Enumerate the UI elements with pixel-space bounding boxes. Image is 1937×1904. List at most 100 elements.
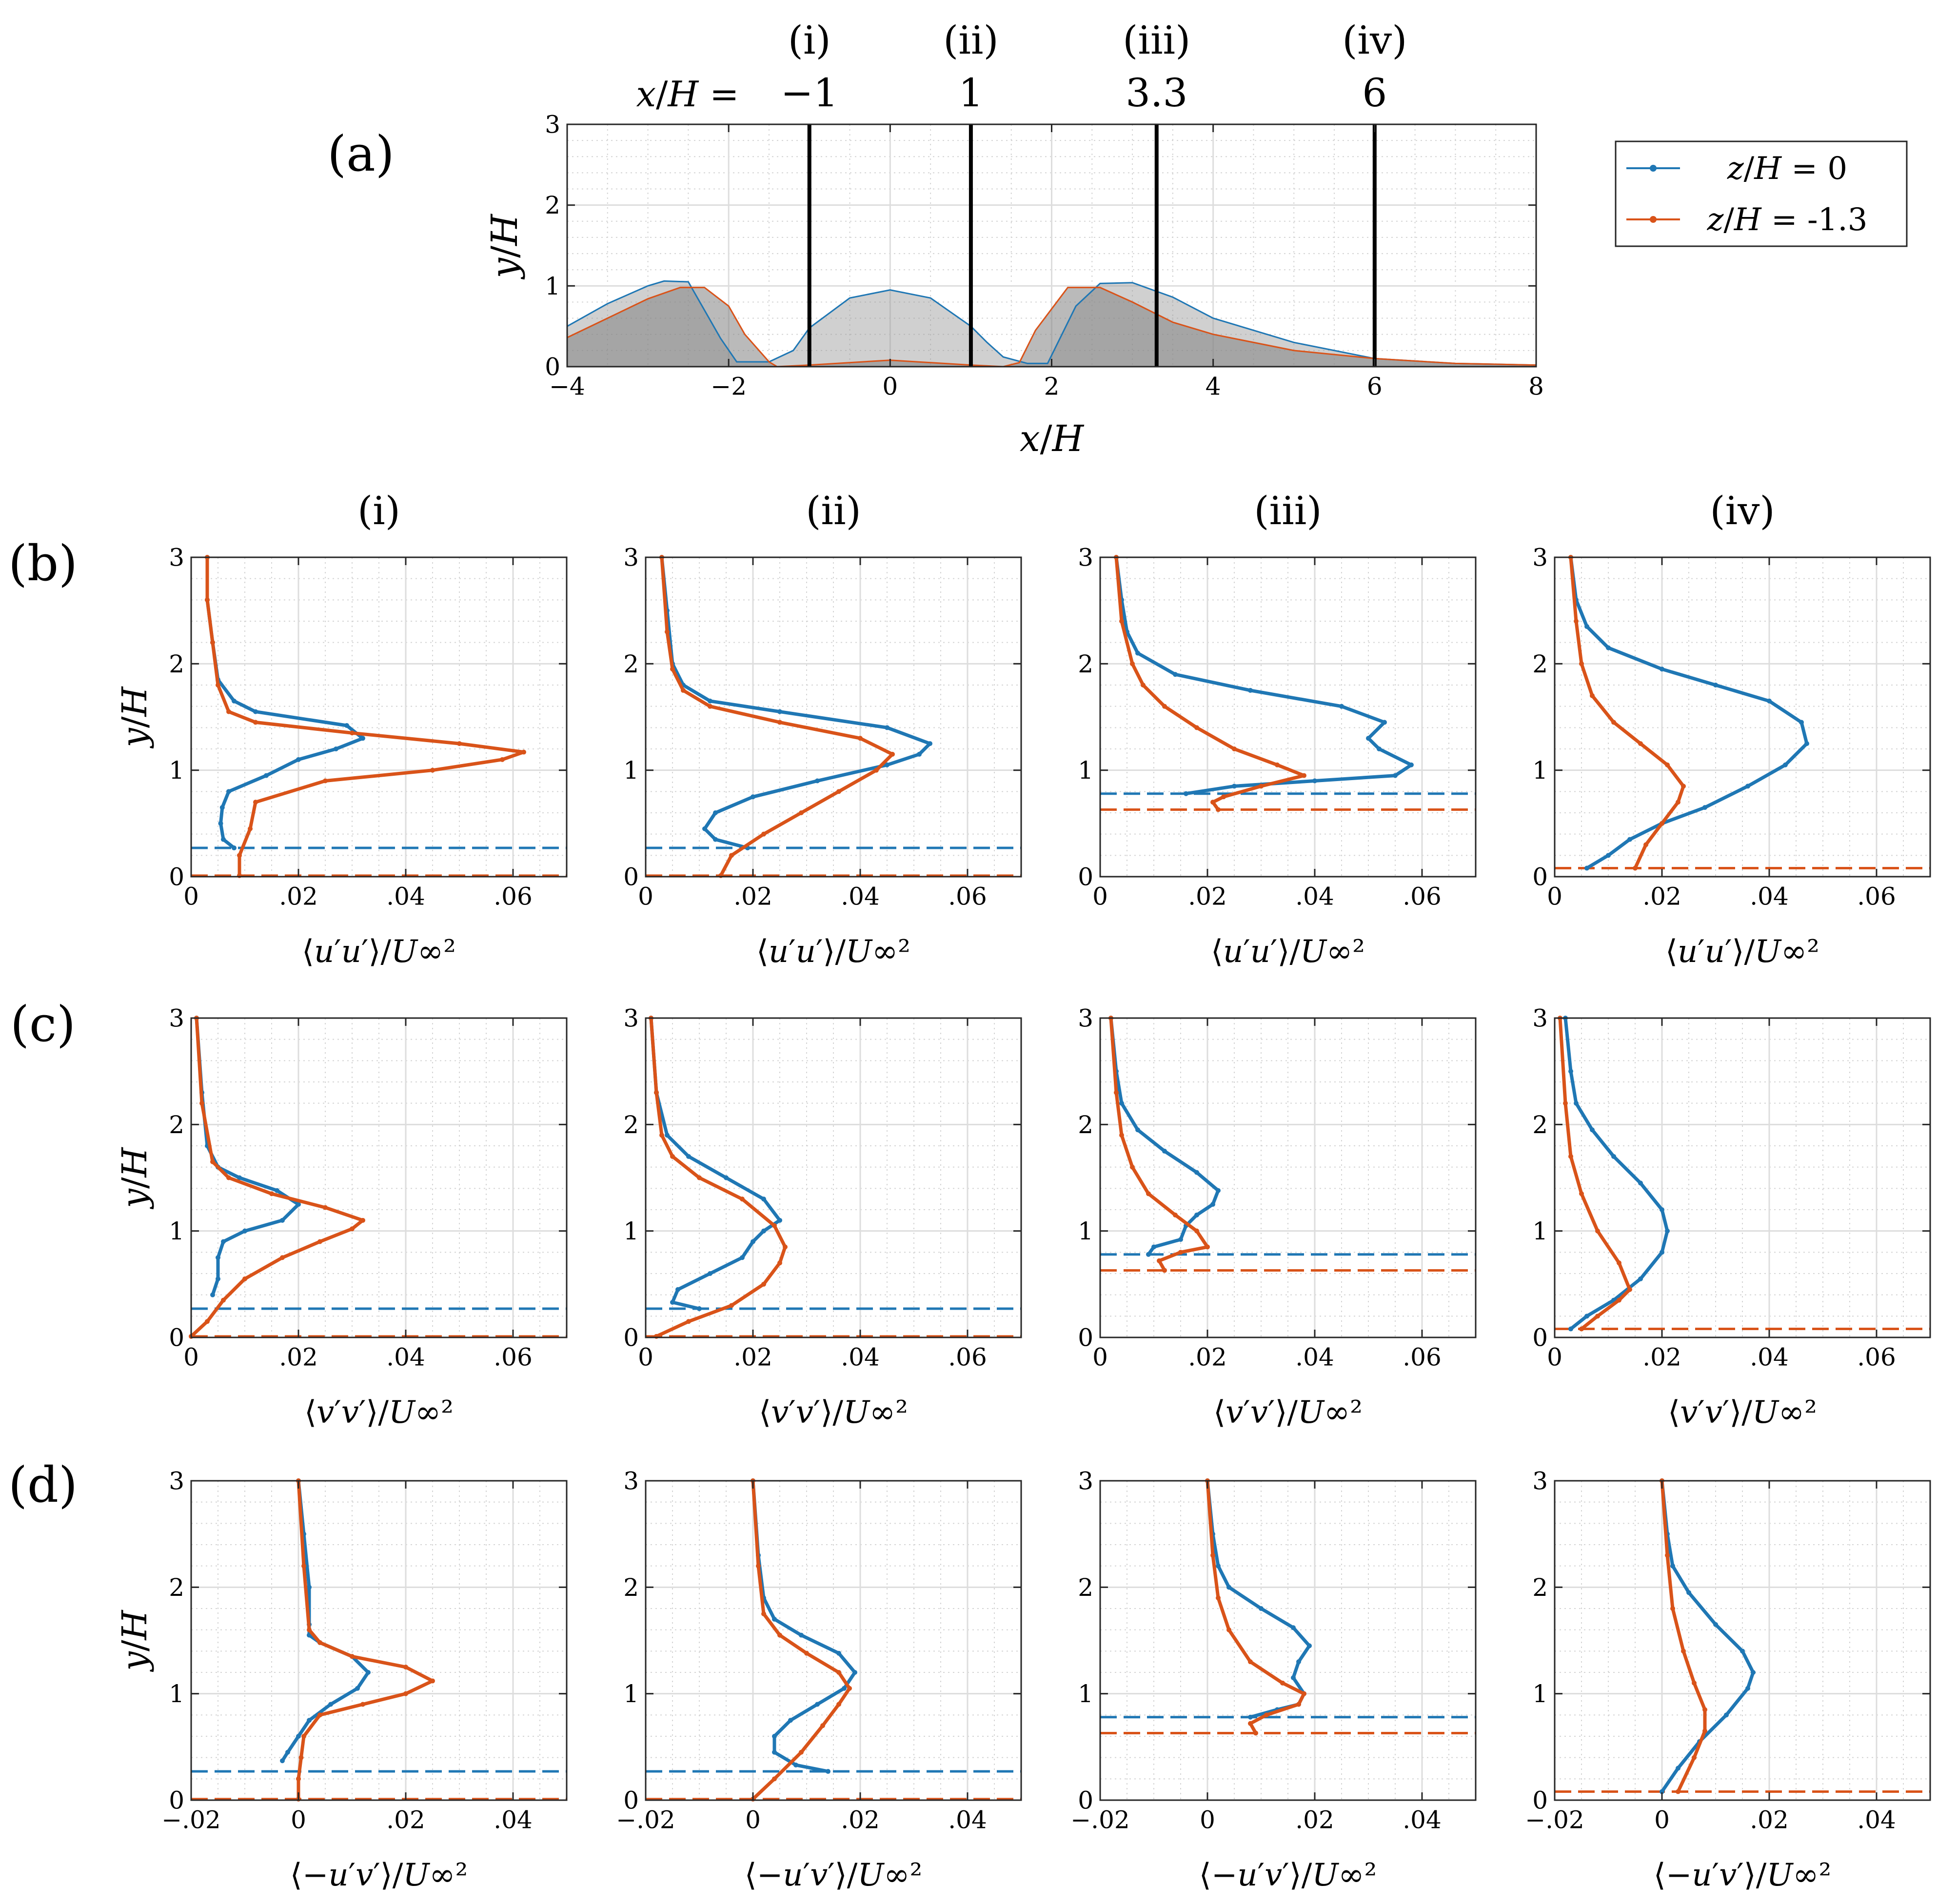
data-point [328,1702,333,1707]
data-point [917,751,922,757]
data-point [403,1665,408,1670]
panel-c-iv: 0 .02 .04 .06 0 1 2 3 ⟨v′v′⟩/U∞² [1532,1004,1931,1431]
data-point [1307,1643,1312,1649]
data-point [350,730,355,736]
data-point [1296,1659,1301,1665]
data-point [1681,1649,1686,1654]
data-point [1130,661,1135,667]
data-point [1377,746,1382,751]
data-point [500,757,505,762]
data-point [323,778,328,784]
series-line [281,1480,370,1762]
x-tick-label: .04 [1295,883,1334,911]
data-point [1767,698,1772,704]
series-line [1660,1480,1755,1793]
data-point [1584,865,1589,871]
data-point [1248,1714,1253,1720]
x-tick-label: .02 [386,1806,425,1834]
data-point [1617,1297,1621,1303]
data-point [1724,1712,1729,1718]
y-tick-label: 0 [1078,1324,1093,1352]
panel-label: (a) [327,125,395,182]
x-tick-label: 0 [882,373,898,401]
data-point [686,1319,691,1324]
y-tick-label: 3 [169,1004,184,1033]
data-point [1382,720,1387,725]
data-point [199,1100,204,1106]
y-tick-label: 0 [1078,863,1093,891]
y-tick-label: 0 [623,1786,639,1815]
y-tick-label: 2 [169,1573,184,1602]
data-point [226,789,231,794]
data-point [307,1585,312,1590]
data-point [1665,1228,1670,1234]
plot-area [191,557,567,877]
data-point [836,789,841,794]
data-point [761,831,766,837]
data-point [885,725,889,730]
y-tick-label: 3 [1532,1467,1548,1495]
x-tick-label: .04 [1750,1343,1789,1372]
data-point [777,709,782,714]
data-point [761,1197,766,1202]
data-point [242,1276,247,1281]
plot-area [1555,1018,1930,1337]
data-point [1210,1202,1215,1207]
data-point [1670,1606,1675,1611]
y-tick-label: 1 [169,1680,184,1708]
data-point [852,1670,857,1675]
data-point [1130,1164,1135,1170]
data-point [253,709,258,714]
data-point [403,1691,408,1696]
data-point [1745,1686,1750,1691]
y-tick-label: 2 [545,191,560,219]
data-point [1291,1675,1296,1680]
y-tick-label: 1 [1532,1217,1548,1245]
data-point [708,704,712,709]
data-point [836,1650,841,1656]
data-point [1563,1100,1568,1106]
data-point [1114,1090,1119,1095]
data-point [826,1769,830,1774]
x-axis-label: ⟨u′u′⟩/U∞² [302,934,456,970]
y-tick-label: 3 [169,1467,184,1495]
data-point [1627,1287,1632,1292]
data-point [772,1776,777,1782]
y-tick-label: 1 [169,1217,184,1245]
data-point [1617,1260,1621,1266]
data-point [772,1749,777,1755]
column-label: (iv) [1710,488,1775,533]
data-point [788,1718,793,1723]
data-point [1178,1237,1183,1242]
y-tick-label: 1 [1532,756,1548,785]
data-point [1568,1326,1573,1332]
plot-area [646,1481,1021,1800]
data-point [1275,762,1280,767]
data-point [1232,746,1237,751]
data-point [1194,725,1199,730]
data-point [1568,1154,1573,1159]
x-tick-label: 0 [638,1343,653,1372]
x-tick-label: 0 [1654,1806,1670,1834]
data-point [1783,762,1788,767]
data-point [216,1276,220,1281]
data-point [1151,1244,1156,1250]
row-label: (b) [8,535,78,592]
y-tick-label: 3 [623,544,639,572]
x-tick-label: −4 [549,373,585,401]
data-point [253,800,258,805]
data-point [1606,853,1611,858]
x-tick-label: −.02 [616,1806,675,1834]
y-tick-label: 1 [169,756,184,785]
data-point [232,845,237,851]
y-tick-label: 1 [623,1680,639,1708]
data-point [307,1627,312,1632]
data-point [670,1299,675,1305]
data-point [1119,1133,1124,1138]
y-tick-label: 1 [1532,1680,1548,1708]
data-point [237,1175,242,1180]
y-tick-label: 2 [1532,650,1548,678]
data-point [296,1776,301,1782]
